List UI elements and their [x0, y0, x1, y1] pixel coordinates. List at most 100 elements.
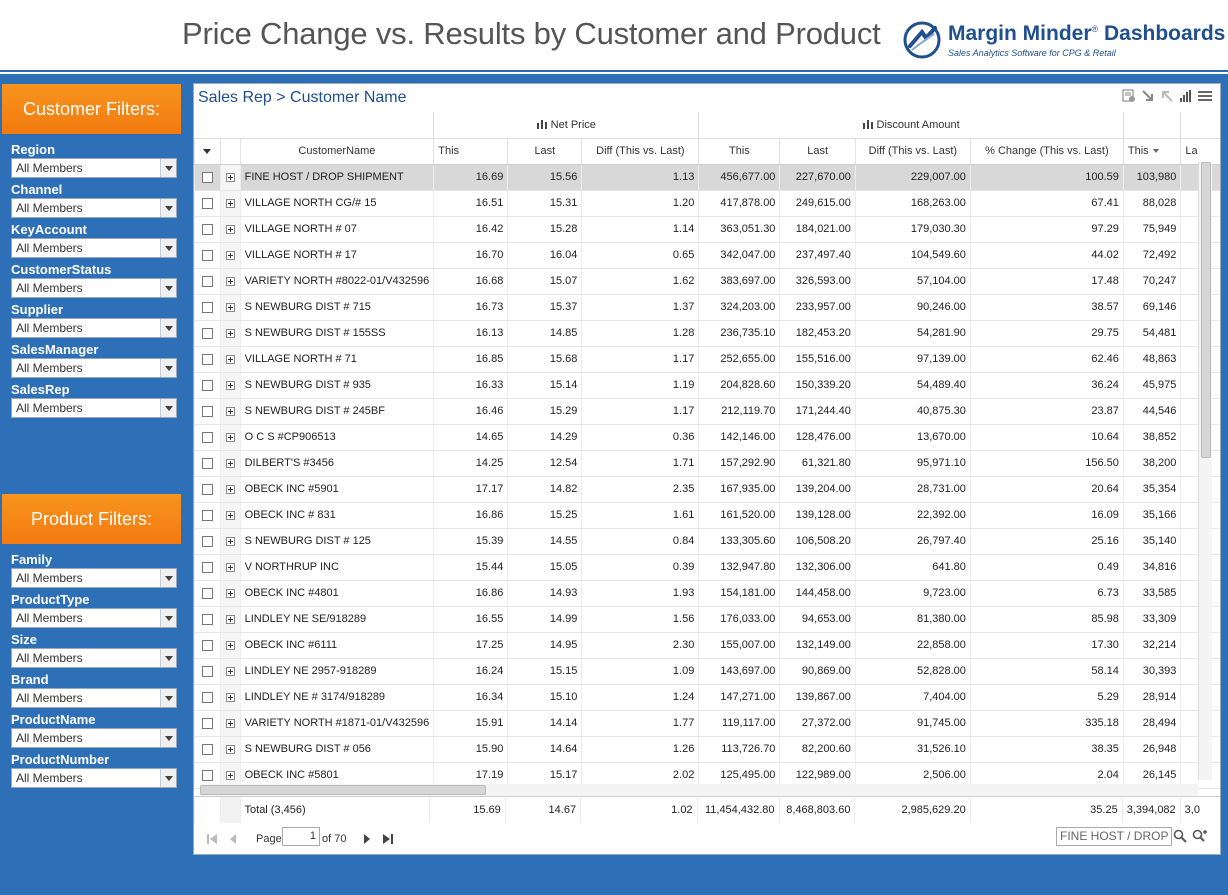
- row-checkbox[interactable]: [201, 249, 213, 261]
- row-checkbox[interactable]: [201, 561, 213, 573]
- table-row[interactable]: VILLAGE NORTH # 07 16.42 15.28 1.14 363,051.…: [194, 216, 1220, 243]
- search-input[interactable]: FINE HOST / DROP: [1056, 827, 1172, 846]
- row-checkbox[interactable]: [201, 197, 213, 209]
- expand-icon[interactable]: [225, 302, 235, 312]
- chevron-down-icon[interactable]: [160, 159, 176, 177]
- chevron-down-icon[interactable]: [160, 649, 176, 667]
- discount-amount-group-header[interactable]: Discount Amount: [698, 112, 1124, 139]
- chevron-down-icon[interactable]: [160, 769, 176, 787]
- row-checkbox[interactable]: [201, 171, 213, 183]
- table-row[interactable]: VILLAGE NORTH CG/# 15 16.51 15.31 1.20 417,8…: [194, 190, 1220, 217]
- vertical-scrollbar[interactable]: [1198, 162, 1212, 780]
- row-checkbox[interactable]: [201, 665, 213, 677]
- chevron-down-icon[interactable]: [160, 199, 176, 217]
- zoom-search-icon[interactable]: [1192, 829, 1208, 843]
- col-da-pct[interactable]: % Change (This vs. Last): [969, 138, 1124, 165]
- expand-icon[interactable]: [225, 666, 235, 676]
- table-row[interactable]: VILLAGE NORTH # 71 16.85 15.68 1.17 252,655.…: [194, 346, 1220, 373]
- table-row[interactable]: OBECK INC #4801 16.86 14.93 1.93 154,181.00 1…: [194, 580, 1220, 607]
- filter-select-productnumber[interactable]: All Members: [11, 768, 177, 788]
- last-page-icon[interactable]: [382, 833, 394, 845]
- row-checkbox[interactable]: [201, 717, 213, 729]
- row-checkbox[interactable]: [201, 379, 213, 391]
- expand-icon[interactable]: [225, 224, 235, 234]
- expand-icon[interactable]: [225, 640, 235, 650]
- row-checkbox[interactable]: [201, 769, 213, 781]
- table-row[interactable]: OBECK INC #6111 17.25 14.95 2.30 155,007.00 1…: [194, 632, 1220, 659]
- row-checkbox[interactable]: [201, 587, 213, 599]
- col-da-last[interactable]: Last: [779, 138, 856, 165]
- row-checkbox[interactable]: [201, 405, 213, 417]
- expand-icon[interactable]: [225, 432, 235, 442]
- filter-select-region[interactable]: All Members: [11, 158, 177, 178]
- filter-select-keyaccount[interactable]: All Members: [11, 238, 177, 258]
- table-row[interactable]: S NEWBURG DIST # 715 16.73 15.37 1.37 324,20…: [194, 294, 1220, 321]
- filter-select-family[interactable]: All Members: [11, 568, 177, 588]
- filter-select-salesrep[interactable]: All Members: [11, 398, 177, 418]
- row-checkbox[interactable]: [201, 275, 213, 287]
- expand-icon[interactable]: [225, 484, 235, 494]
- expand-icon[interactable]: [225, 744, 235, 754]
- filter-select-channel[interactable]: All Members: [11, 198, 177, 218]
- chevron-down-icon[interactable]: [160, 319, 176, 337]
- row-checkbox[interactable]: [201, 223, 213, 235]
- expand-icon[interactable]: [225, 328, 235, 338]
- net-price-group-header[interactable]: Net Price: [433, 112, 699, 139]
- drill-down-icon[interactable]: [1140, 88, 1155, 103]
- table-row[interactable]: S NEWBURG DIST # 125 15.39 14.55 0.84 133,30…: [194, 528, 1220, 555]
- table-row[interactable]: OBECK INC #5901 17.17 14.82 2.35 167,935.00 1…: [194, 476, 1220, 503]
- horizontal-scroll-thumb[interactable]: [200, 785, 486, 795]
- next-page-icon[interactable]: [362, 833, 372, 845]
- breadcrumb[interactable]: Sales Rep > Customer Name: [198, 89, 407, 106]
- expand-icon[interactable]: [225, 536, 235, 546]
- chevron-down-icon[interactable]: [160, 689, 176, 707]
- filter-select-brand[interactable]: All Members: [11, 688, 177, 708]
- table-row[interactable]: S NEWBURG DIST # 056 15.90 14.64 1.26 113,72…: [194, 736, 1220, 763]
- expand-icon[interactable]: [225, 458, 235, 468]
- row-checkbox[interactable]: [201, 639, 213, 651]
- table-row[interactable]: FINE HOST / DROP SHIPMENT 16.69 15.56 1.13 4…: [194, 164, 1220, 191]
- table-row[interactable]: VILLAGE NORTH # 17 16.70 16.04 0.65 342,047.…: [194, 242, 1220, 269]
- expand-icon[interactable]: [225, 276, 235, 286]
- col-customer-name[interactable]: CustomerName: [239, 138, 434, 165]
- table-row[interactable]: LINDLEY NE 2957-918289 16.24 15.15 1.09 143,…: [194, 658, 1220, 685]
- table-row[interactable]: O C S #CP906513 14.65 14.29 0.36 142,146.00 1…: [194, 424, 1220, 451]
- row-checkbox[interactable]: [201, 743, 213, 755]
- first-page-icon[interactable]: [206, 833, 218, 845]
- row-checkbox[interactable]: [201, 327, 213, 339]
- table-row[interactable]: OBECK INC # 831 16.86 15.25 1.61 161,520.00 1…: [194, 502, 1220, 529]
- row-checkbox[interactable]: [201, 613, 213, 625]
- expand-icon[interactable]: [225, 406, 235, 416]
- row-checkbox[interactable]: [201, 509, 213, 521]
- row-checkbox[interactable]: [201, 483, 213, 495]
- col-da-this[interactable]: This: [698, 138, 780, 165]
- row-checkbox[interactable]: [201, 457, 213, 469]
- filter-select-customerstatus[interactable]: All Members: [11, 278, 177, 298]
- table-row[interactable]: S NEWBURG DIST # 155SS 16.13 14.85 1.28 236,…: [194, 320, 1220, 347]
- prev-page-icon[interactable]: [228, 833, 238, 845]
- menu-icon[interactable]: [1197, 88, 1212, 103]
- expand-icon[interactable]: [225, 250, 235, 260]
- table-row[interactable]: S NEWBURG DIST # 245BF 16.46 15.29 1.17 212,…: [194, 398, 1220, 425]
- expand-icon[interactable]: [225, 510, 235, 520]
- table-row[interactable]: LINDLEY NE # 3174/918289 16.34 15.10 1.24 14…: [194, 684, 1220, 711]
- col-np-this[interactable]: This: [433, 138, 508, 165]
- chevron-down-icon[interactable]: [160, 279, 176, 297]
- row-checkbox[interactable]: [201, 535, 213, 547]
- chart-icon[interactable]: [1178, 88, 1193, 103]
- chevron-down-icon[interactable]: [160, 399, 176, 417]
- expand-icon[interactable]: [225, 380, 235, 390]
- table-row[interactable]: VARIETY NORTH #8022-01/V432596 16.68 15.07…: [194, 268, 1220, 295]
- col-np-last[interactable]: Last: [507, 138, 582, 165]
- col-next-last[interactable]: La: [1180, 138, 1220, 165]
- vertical-scroll-thumb[interactable]: [1201, 162, 1211, 458]
- chevron-down-icon[interactable]: [160, 569, 176, 587]
- expand-icon[interactable]: [225, 770, 235, 780]
- expand-icon[interactable]: [225, 198, 235, 208]
- filter-select-salesmanager[interactable]: All Members: [11, 358, 177, 378]
- col-da-diff[interactable]: Diff (This vs. Last): [854, 138, 971, 165]
- filter-select-productname[interactable]: All Members: [11, 728, 177, 748]
- col-np-diff[interactable]: Diff (This vs. Last): [581, 138, 699, 165]
- row-checkbox[interactable]: [201, 353, 213, 365]
- expand-icon[interactable]: [225, 692, 235, 702]
